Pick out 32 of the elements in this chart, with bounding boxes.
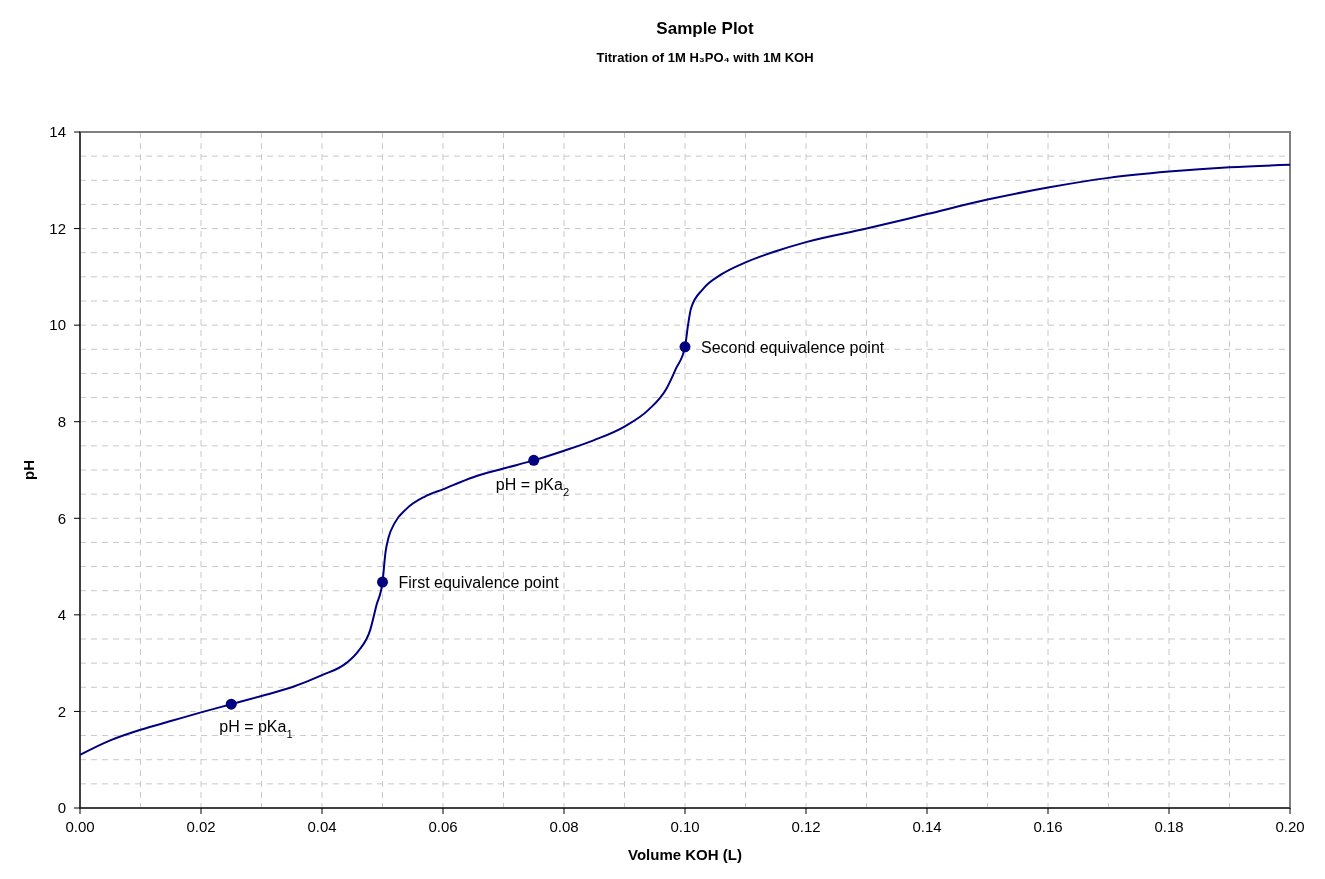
y-tick-label: 8	[57, 412, 66, 430]
y-axis-title: pH	[20, 460, 37, 480]
x-tick-label: 0.04	[307, 818, 337, 835]
x-tick-label: 0.02	[186, 818, 216, 835]
x-tick-label: 0.10	[670, 818, 700, 835]
y-tick-label: 12	[49, 219, 66, 237]
y-tick-label: 4	[57, 606, 66, 624]
x-tick-label: 0.12	[791, 818, 821, 835]
line-series	[79, 163, 1291, 756]
chart-subtitle: Titration of 1M H₃PO₄ with 1M KOH	[596, 50, 814, 65]
x-tick-label: 0.14	[912, 818, 942, 835]
x-tick-label: 0.20	[1275, 818, 1305, 835]
y-tick-label: 14	[49, 123, 66, 141]
annotation: Second equivalence point	[701, 338, 885, 356]
x-tick-label: 0.08	[549, 818, 579, 835]
y-tick-label: 10	[49, 316, 66, 334]
y-tick-label: 6	[57, 509, 66, 527]
annotation: pH = pKa$_{2}$	[495, 476, 570, 499]
y-tick-label: 0	[57, 799, 66, 817]
x-tick-label: 0.16	[1033, 818, 1063, 835]
annotation: pH = pKa$_{1}$	[219, 718, 293, 741]
y-tick-label: 2	[57, 702, 66, 720]
point	[225, 698, 237, 710]
x-tick-label: 0.06	[428, 818, 458, 835]
annotation: First equivalence point	[398, 574, 560, 592]
x-tick-label: 0.18	[1154, 818, 1184, 835]
point	[528, 454, 540, 466]
x-tick-label: 0.00	[65, 818, 95, 835]
point	[377, 576, 388, 588]
point	[679, 341, 691, 353]
chart-title: Sample Plot	[656, 19, 754, 38]
x-axis-title: Volume KOH (L)	[628, 846, 742, 863]
